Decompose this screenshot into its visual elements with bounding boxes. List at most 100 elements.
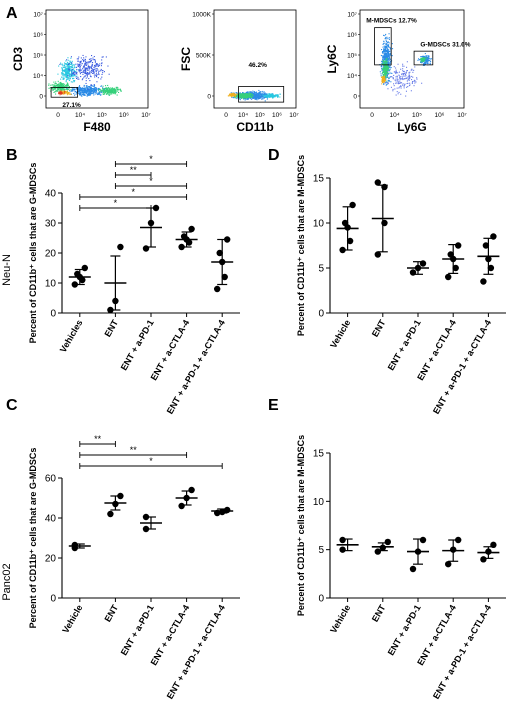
flow-event-dot [94,60,96,62]
flow-event-dot [73,68,75,70]
flow-event-dot [383,49,385,51]
flow-event-dot [255,95,257,97]
flow-event-dot [397,81,399,83]
flow-event-dot [383,79,385,81]
flow-event-dot [66,88,68,90]
flow-event-dot [76,69,78,71]
flow-event-dot [399,80,401,82]
flow-event-dot [383,78,385,80]
flow-event-dot [256,93,258,95]
flow-event-dot [96,90,98,92]
flow-event-dot [382,67,384,69]
data-point [339,546,346,553]
flow-event-dot [385,78,387,80]
data-point [485,548,492,555]
flow-event-dot [85,73,87,75]
flow-event-dot [79,65,81,67]
flow-event-dot [389,76,391,78]
data-point [178,502,185,510]
flow-event-dot [397,72,399,74]
flow-event-dot [66,92,68,94]
flow-event-dot [234,94,236,96]
flow-event-dot [90,76,92,78]
flow-x-tick-label: 0 [224,112,228,119]
flow-event-dot [403,87,405,89]
flow-event-dot [383,57,385,59]
flow-event-dot [79,89,81,91]
flow-event-dot [385,70,387,72]
flow-event-dot [63,83,65,85]
flow-event-dot [66,90,68,92]
flow-event-dot [89,92,91,94]
flow-y-tick-label: 0 [39,94,43,101]
flow-event-dot [423,64,425,66]
flow-event-dot [246,93,248,95]
flow-event-dot [61,90,63,92]
flow-event-dot [272,95,274,97]
flow-event-dot [69,75,71,77]
y-axis-label: Percent of CD11b⁺ cells that are M-MDSCs [296,155,306,336]
flow-event-dot [234,95,236,97]
flow-event-dot [97,65,99,67]
flow-event-dot [250,93,252,95]
flow-event-dot [98,70,100,72]
flow-event-dot [381,83,383,85]
flow-event-dot [90,70,92,72]
flow-event-dot [385,62,387,64]
flow-event-dot [382,81,384,83]
y-tick-label: 40 [45,514,57,525]
flow-event-dot [251,98,253,100]
flow-event-dot [385,66,387,68]
flow-event-dot [234,96,236,98]
flow-event-dot [408,74,410,76]
flow-event-dot [252,90,254,92]
flow-event-dot [399,78,401,80]
flow-event-dot [112,88,114,90]
flow-event-dot [94,87,96,89]
flow-event-dot [61,88,63,90]
flow-event-dot [391,55,393,57]
flow-event-dot [65,68,67,70]
flow-event-dot [67,64,69,66]
flow-event-dot [68,78,70,80]
flow-event-dot [231,94,233,96]
flow-event-dot [58,92,60,94]
flow-event-dot [232,92,234,94]
flow-event-dot [89,71,91,73]
flow-event-dot [384,62,386,64]
flow-event-dot [267,96,269,98]
flow-y-tick-label: 10⁴ [33,73,43,80]
flow-event-dot [395,69,397,71]
flow-event-dot [421,62,423,64]
flow-event-dot [379,71,381,73]
flow-x-tick-label: 10⁷ [457,112,467,119]
flow-event-dot [273,95,275,97]
flow-event-dot [411,82,413,84]
flow-event-dot [69,74,71,76]
flow-event-dot [390,52,392,54]
data-point [445,560,452,568]
flow-event-dot [79,93,81,95]
flow-event-dot [93,94,95,96]
flow-event-dot [272,97,274,99]
flow-event-dot [82,93,84,95]
flow-event-dot [402,70,404,72]
flow-event-dot [88,62,90,64]
flow-event-dot [98,92,100,94]
flow-event-dot [266,98,268,100]
flow-event-dot [385,56,387,58]
flow-event-dot [82,88,84,90]
flow-event-dot [104,91,106,93]
flow-event-dot [388,65,390,67]
flow-event-dot [258,91,260,93]
flow-event-dot [84,75,86,77]
flow-event-dot [408,75,410,77]
flow-event-dot [105,91,107,93]
flow-event-dot [67,69,69,71]
flow-event-dot [245,97,247,99]
data-point [214,285,221,293]
flow-event-dot [381,80,383,82]
flow-event-dot [428,56,430,58]
flow-event-dot [402,83,404,85]
